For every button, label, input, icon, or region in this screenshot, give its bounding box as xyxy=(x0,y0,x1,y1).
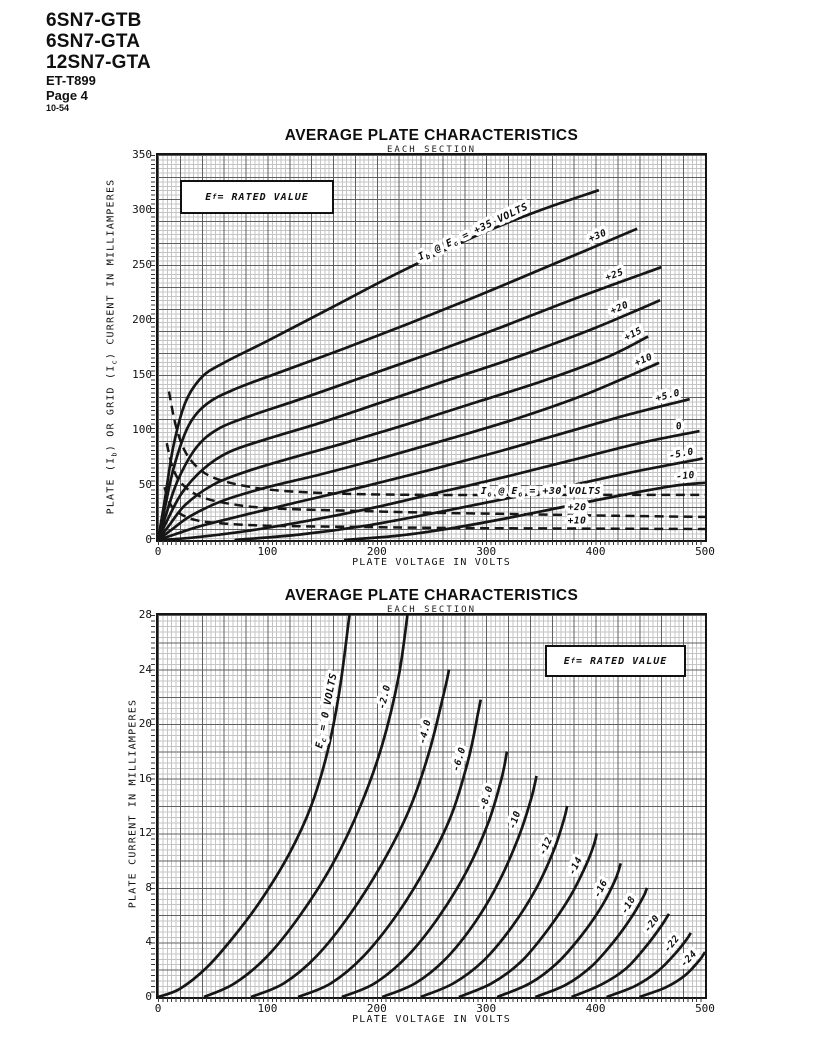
curve-ec-minus22 xyxy=(606,932,692,999)
date-code: 10-54 xyxy=(46,103,70,113)
curve-ib-ec-plus5 xyxy=(157,397,691,542)
curve-ec-0 xyxy=(157,614,351,999)
curve-ib-ec-minus10 xyxy=(343,481,706,542)
curve-ib-ec-plus15 xyxy=(156,335,649,541)
curve-label-ec-minus2: -2.0 xyxy=(377,684,394,711)
tube-model-1: 6SN7-GTB xyxy=(46,10,142,31)
y-tick-label: 0 xyxy=(145,533,152,546)
y-axis-tick-comb xyxy=(151,615,155,997)
y-tick-label: 28 xyxy=(138,608,152,621)
curve-ib-ec-minus5 xyxy=(234,457,704,542)
curve-ib-ec-plus25 xyxy=(156,265,662,541)
x-axis-tick-comb xyxy=(158,541,705,545)
page-number: Page 4 xyxy=(46,88,88,103)
x-tick-label: 300 xyxy=(476,545,497,558)
chart-subtitle: EACH SECTION xyxy=(386,145,477,155)
curve-ib-ec-0 xyxy=(157,429,700,542)
curve-label-ib-ec-minus10: -10 xyxy=(676,470,696,483)
curve-label-ec-minus22: -22 xyxy=(662,933,682,954)
x-tick-label: 0 xyxy=(154,1002,162,1015)
curve-ec-minus14 xyxy=(458,832,599,999)
x-tick-label: 200 xyxy=(366,1002,387,1015)
x-axis-title: PLATE VOLTAGE IN VOLTS xyxy=(352,557,511,568)
chart-title: AVERAGE PLATE CHARACTERISTICS xyxy=(284,127,579,144)
curves-layer: Ec = 0 VOLTS -2.0-4.0-6.0-8.0-10-12-14-16… xyxy=(157,614,707,999)
curve-label-ib-ec-0: 0 xyxy=(675,421,683,433)
curve-ic-ec-plus30 xyxy=(167,391,705,497)
y-axis-title: PLATE CURRENT IN MILLIAMPERES xyxy=(127,698,139,909)
curve-label-ic-ec-plus20: +20 xyxy=(568,502,587,513)
curve-label-ec-minus20: -20 xyxy=(642,913,662,935)
y-axis-tick-comb xyxy=(151,155,155,540)
y-tick-label: 100 xyxy=(132,423,152,436)
curve-ec-minus18 xyxy=(534,887,649,999)
curve-ec-minus24 xyxy=(638,951,707,999)
chart-title: AVERAGE PLATE CHARACTERISTICS xyxy=(284,587,579,604)
curve-ib-ec-plus35 xyxy=(156,188,600,541)
x-axis-tick-comb xyxy=(158,998,705,1002)
plot-area: Ec = 0 VOLTS -2.0 -4.0 -6.0 -8.0 -10 -12 -14 -16… xyxy=(156,613,707,999)
y-tick-label: 8 xyxy=(145,880,152,894)
curve-ec-minus12 xyxy=(420,805,569,999)
curve-label-ec-minus24: -24 xyxy=(679,948,700,969)
curve-ec-minus16 xyxy=(496,862,623,999)
curve-ic-ec-plus10 xyxy=(163,486,706,531)
doc-number: ET-T899 xyxy=(46,73,96,88)
y-tick-label: 350 xyxy=(132,148,152,161)
plot-area: Ib @ Ec = +35 VOLTS +30 +25 +20 +15 +10 +5.0 0-… xyxy=(156,153,707,542)
header: 6SN7-GTB 6SN7-GTA 12SN7-GTA ET-T899 Page… xyxy=(46,10,151,114)
y-tick-label: 4 xyxy=(145,935,152,949)
tube-model-2: 6SN7-GTA xyxy=(46,31,141,52)
y-tick-label: 200 xyxy=(132,313,152,326)
x-tick-label: 100 xyxy=(257,1002,278,1015)
curve-ib-ec-plus10 xyxy=(157,361,660,542)
curve-label-ic-ec-plus30: Ic @ Ec = +30 VOLTS xyxy=(481,486,601,499)
curves-layer: Ib @ Ec = +35 VOLTS +30+25+20+15+10+5.00-… xyxy=(156,188,706,542)
curve-label-ic-ec-plus10: +10 xyxy=(568,515,587,526)
x-tick-label: 300 xyxy=(476,1002,497,1015)
x-tick-label: 100 xyxy=(257,545,278,558)
y-tick-label: 300 xyxy=(132,203,152,216)
x-axis-title: PLATE VOLTAGE IN VOLTS xyxy=(352,1014,511,1025)
curve-ec-minus8 xyxy=(341,751,509,999)
curve-label-ib-ec-plus35: Ib @ Ec = +35 VOLTS xyxy=(417,201,531,264)
curve-ec-minus10 xyxy=(381,775,538,999)
curve-ec-minus2 xyxy=(203,614,409,999)
y-tick-label: 50 xyxy=(138,478,152,491)
curve-ec-minus20 xyxy=(571,913,671,999)
chart-subtitle: EACH SECTION xyxy=(386,605,477,615)
x-tick-label: 0 xyxy=(154,545,162,558)
curve-ec-minus4 xyxy=(250,669,451,999)
tube-model-3: 12SN7-GTA xyxy=(46,52,151,73)
curve-ic-ec-plus20 xyxy=(165,442,706,519)
x-tick-label: 500 xyxy=(695,1002,715,1015)
x-tick-label: 400 xyxy=(585,1002,606,1015)
y-tick-label: 0 xyxy=(145,990,152,1003)
curve-ib-ec-plus20 xyxy=(156,298,661,541)
y-tick-label: 12 xyxy=(138,826,152,840)
y-tick-label: 250 xyxy=(132,258,152,271)
y-axis-title: PLATE (Ib) OR GRID (Ic) CURRENT IN MILLI… xyxy=(105,178,119,514)
x-tick-label: 400 xyxy=(585,545,606,558)
y-tick-label: 150 xyxy=(132,368,152,381)
curve-ec-minus6 xyxy=(297,699,483,999)
y-tick-label: 16 xyxy=(138,771,152,785)
x-tick-label: 200 xyxy=(366,545,387,558)
curve-label-ib-ec-minus5: -5.0 xyxy=(668,446,695,462)
y-tick-label: 24 xyxy=(138,662,152,676)
curve-ib-ec-plus30 xyxy=(156,227,638,541)
y-tick-label: 20 xyxy=(138,717,152,731)
x-tick-label: 500 xyxy=(695,545,715,558)
